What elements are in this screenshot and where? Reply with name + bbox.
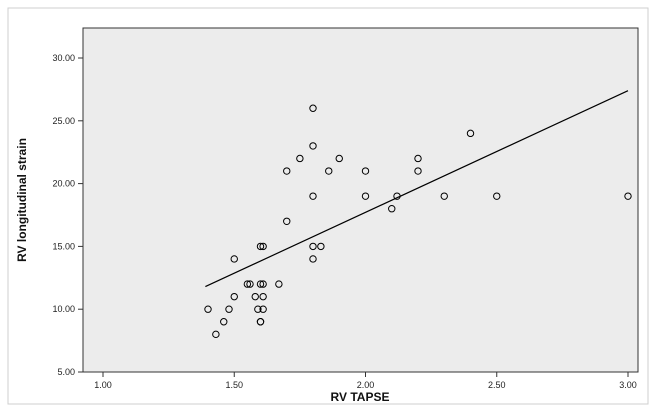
data-point — [259, 292, 267, 301]
plot-area — [82, 27, 639, 373]
data-point — [230, 292, 238, 301]
data-point — [254, 305, 262, 313]
x-tick-label: 3.00 — [619, 380, 637, 390]
data-point — [212, 330, 220, 339]
data-point — [275, 280, 283, 288]
data-point — [283, 167, 291, 175]
data-point — [309, 242, 317, 251]
data-point — [256, 242, 265, 251]
data-points — [204, 104, 632, 339]
data-point — [493, 192, 501, 200]
data-point — [283, 217, 291, 225]
data-point — [204, 305, 212, 313]
data-point — [256, 318, 265, 326]
data-point — [309, 104, 317, 112]
data-point — [259, 280, 267, 288]
x-axis: 1.00 1.50 2.00 2.50 3.00 — [94, 372, 637, 390]
y-axis-title: RV longitudinal strain — [15, 138, 29, 262]
data-point — [466, 129, 475, 138]
data-point — [624, 192, 632, 200]
data-point — [414, 154, 422, 163]
y-tick-label: 30.00 — [52, 53, 75, 63]
data-point — [361, 167, 370, 175]
data-point — [335, 154, 343, 163]
x-tick-label: 1.50 — [225, 380, 243, 390]
y-tick-label: 5.00 — [57, 367, 75, 377]
data-point — [309, 255, 317, 263]
x-tick-label: 2.00 — [357, 380, 375, 390]
data-point — [230, 255, 238, 263]
y-axis: 5.00 10.00 15.00 20.00 25.00 30.00 — [52, 53, 83, 377]
data-point — [246, 280, 254, 288]
data-point — [414, 167, 422, 175]
data-point — [256, 280, 265, 288]
y-tick-label: 25.00 — [52, 116, 75, 126]
data-point — [251, 292, 259, 301]
data-point — [259, 242, 267, 251]
data-point — [317, 242, 325, 251]
fit-line-layer — [205, 90, 629, 288]
x-axis-title: RV TAPSE — [331, 390, 390, 404]
x-tick-label: 2.50 — [488, 380, 506, 390]
data-point — [440, 192, 448, 200]
y-tick-label: 20.00 — [52, 179, 75, 189]
data-point — [259, 305, 267, 313]
data-point — [309, 142, 317, 150]
data-point — [309, 192, 317, 200]
data-point — [243, 280, 252, 288]
data-point — [225, 305, 233, 313]
data-point — [325, 167, 333, 175]
regression-line — [205, 90, 629, 288]
y-tick-label: 15.00 — [52, 241, 75, 251]
data-point — [361, 192, 370, 200]
data-point — [393, 192, 401, 200]
data-point — [296, 154, 304, 163]
data-point — [388, 205, 396, 213]
x-tick-label: 1.00 — [94, 380, 112, 390]
data-point — [220, 318, 228, 326]
y-tick-label: 10.00 — [52, 304, 75, 314]
